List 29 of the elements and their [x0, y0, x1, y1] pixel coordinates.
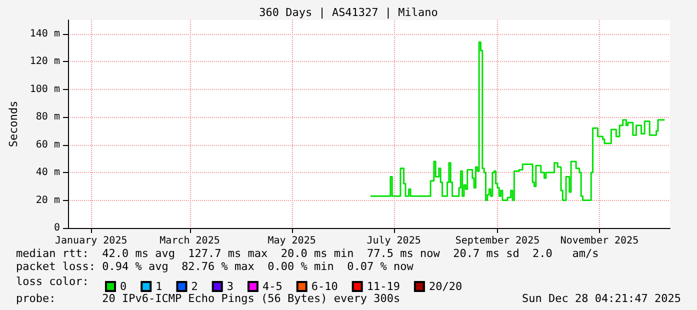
- legend-label: 6-10: [311, 280, 338, 293]
- text: probe: 20 IPv6-ICMP Echo Pings (56 Bytes) every 300s: [16, 292, 400, 305]
- y-tick-label: 140 m: [30, 28, 60, 40]
- x-tick-label: March 2025: [160, 236, 220, 246]
- text: median rtt: 42.0 ms avg 127.7 ms max 20.0 ms min 77.5 ms now 20.7 ms sd 2.0 am/s: [16, 247, 599, 260]
- y-tick-label: 0: [54, 222, 60, 234]
- x-tick-label: September 2025: [455, 236, 540, 246]
- legend-label: 4-5: [262, 280, 282, 293]
- x-tick-label: July 2025: [366, 236, 421, 246]
- y-tick-label: 80 m: [36, 112, 60, 123]
- legend-label: 3: [226, 280, 234, 293]
- legend-title: loss color:: [16, 275, 89, 288]
- legend-label: 11-19: [366, 280, 400, 293]
- legend-label: 2: [191, 280, 198, 293]
- chart-title: 360 Days | AS41327 | Milano: [259, 6, 438, 19]
- y-tick-label: 20 m: [36, 194, 60, 206]
- text: Sun Dec 28 04:21:47 2025: [522, 292, 682, 305]
- text: packet loss: 0.94 % avg 82.76 % max 0.00 % min 0.07 % now: [16, 260, 414, 273]
- x-tick-label: January 2025: [54, 236, 128, 246]
- x-tick-label: November 2025: [560, 236, 639, 246]
- y-tick-label: 40 m: [36, 167, 60, 178]
- y-axis-title: Seconds: [7, 100, 20, 148]
- legend-label: 1: [156, 280, 162, 293]
- y-tick-label: 60 m: [36, 139, 60, 150]
- x-tick-label: May 2025: [268, 236, 316, 246]
- y-tick-label: 100 m: [30, 84, 60, 95]
- legend-label: 0: [120, 280, 127, 293]
- y-tick-label: 120 m: [30, 56, 60, 68]
- legend-label: 20/20: [428, 280, 462, 293]
